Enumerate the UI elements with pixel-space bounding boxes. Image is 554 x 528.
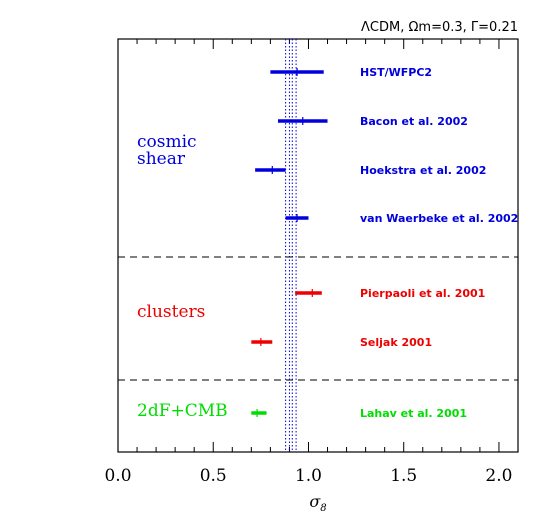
reference-band xyxy=(285,39,297,452)
measurement: Seljak 2001 xyxy=(251,336,432,349)
measurement: HST/WFPC2 xyxy=(270,66,432,79)
chart-title: ΛCDM, Ωm=0.3, Γ=0.21 xyxy=(361,20,518,35)
measurement: Lahav et al. 2001 xyxy=(251,407,467,420)
x-tick-label: 0.0 xyxy=(104,466,131,486)
x-axis-ticks xyxy=(117,39,519,452)
group-label: 2dF+CMB xyxy=(137,401,228,421)
measurement: Pierpaoli et al. 2001 xyxy=(295,287,485,300)
measurement-label: Pierpaoli et al. 2001 xyxy=(360,287,485,300)
group-separators xyxy=(118,256,518,381)
measurement-label: Bacon et al. 2002 xyxy=(360,115,468,128)
plot-border xyxy=(117,38,519,453)
measurement: Hoekstra et al. 2002 xyxy=(255,164,486,177)
plot-frame xyxy=(117,38,519,453)
measurement-label: Hoekstra et al. 2002 xyxy=(360,164,486,177)
x-tick-label: 2.0 xyxy=(485,466,512,486)
group-label: cosmic xyxy=(137,132,197,152)
x-axis-label: σ8 xyxy=(309,492,326,514)
measurement-label: van Waerbeke et al. 2002 xyxy=(360,212,518,225)
group-label: shear xyxy=(137,149,186,169)
x-tick-label: 1.5 xyxy=(390,466,417,486)
x-tick-label: 1.0 xyxy=(295,466,322,486)
measurement: van Waerbeke et al. 2002 xyxy=(285,212,518,225)
measurement-label: Lahav et al. 2001 xyxy=(360,407,467,420)
x-axis-tick-labels: 0.0 0.5 1.0 1.5 2.0 xyxy=(104,466,512,486)
data-marks: HST/WFPC2 Bacon et al. 2002 Hoekstra et al… xyxy=(251,66,518,420)
x-tick-label: 0.5 xyxy=(200,466,227,486)
group-label: clusters xyxy=(137,302,205,322)
measurement: Bacon et al. 2002 xyxy=(278,115,468,128)
measurement-label: HST/WFPC2 xyxy=(360,66,432,79)
measurement-label: Seljak 2001 xyxy=(360,336,432,349)
